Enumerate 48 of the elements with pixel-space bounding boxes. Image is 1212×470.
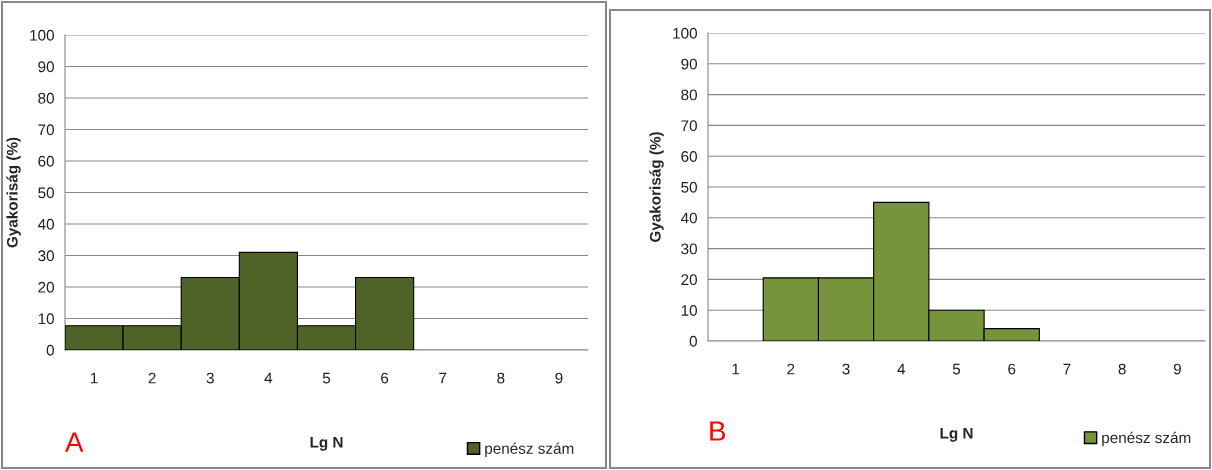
- y-tick-label: 100: [673, 27, 697, 39]
- y-tick-label: 50: [681, 181, 697, 193]
- x-tick-label: 3: [206, 372, 214, 384]
- y-tick-label: 0: [689, 335, 697, 347]
- x-tick-label: 4: [897, 363, 906, 375]
- y-tick-label: 60: [681, 151, 697, 162]
- x-tick-label: 8: [497, 372, 505, 384]
- y-tick-label: 40: [680, 212, 697, 224]
- y-tick-label: 70: [38, 124, 54, 136]
- y-tick-label: 50: [38, 187, 54, 199]
- x-tick-label: 2: [148, 372, 156, 384]
- x-tick-label: 6: [381, 372, 389, 384]
- x-axis-title: Lg N: [940, 427, 973, 442]
- legend-label: penész szám: [1102, 431, 1191, 447]
- y-tick-label: 20: [681, 274, 697, 286]
- x-tick-label: 5: [322, 372, 331, 384]
- y-tick-label: 80: [38, 92, 54, 104]
- y-tick-label: 90: [38, 61, 54, 73]
- x-tick-label: 1: [90, 372, 98, 384]
- x-axis-title: Lg N: [310, 436, 343, 451]
- x-tick-label: 9: [555, 372, 563, 384]
- y-tick-label: 10: [38, 313, 54, 325]
- legend-label: penész szám: [485, 442, 574, 457]
- x-tick-label: 9: [1173, 363, 1181, 375]
- y-tick-label: 40: [37, 218, 54, 230]
- text: B: [710, 421, 726, 441]
- y-tick-label: 10: [681, 305, 697, 316]
- text: A: [65, 432, 84, 452]
- x-tick-label: 7: [1063, 363, 1071, 375]
- y-tick-label: 90: [681, 58, 697, 70]
- y-tick-label: 20: [38, 281, 54, 293]
- y-tick-label: 70: [681, 120, 697, 132]
- y-tick-label: 0: [46, 344, 54, 356]
- y-tick-label: 80: [681, 89, 697, 101]
- x-tick-label: 8: [1118, 363, 1126, 375]
- y-axis-title: Gyakoriság (%): [6, 137, 21, 248]
- x-tick-label: 4: [264, 372, 273, 384]
- x-tick-label: 3: [842, 363, 850, 375]
- x-tick-label: 2: [787, 363, 795, 375]
- y-tick-label: 100: [30, 29, 54, 41]
- y-tick-label: 30: [681, 243, 697, 255]
- x-tick-label: 6: [1008, 363, 1016, 375]
- x-tick-label: 5: [952, 363, 961, 375]
- x-tick-label: 1: [732, 363, 740, 375]
- x-tick-label: 7: [439, 372, 447, 384]
- y-axis-title: Gyakoriság (%): [649, 132, 664, 242]
- y-tick-label: 30: [38, 250, 54, 262]
- y-tick-label: 60: [38, 155, 54, 167]
